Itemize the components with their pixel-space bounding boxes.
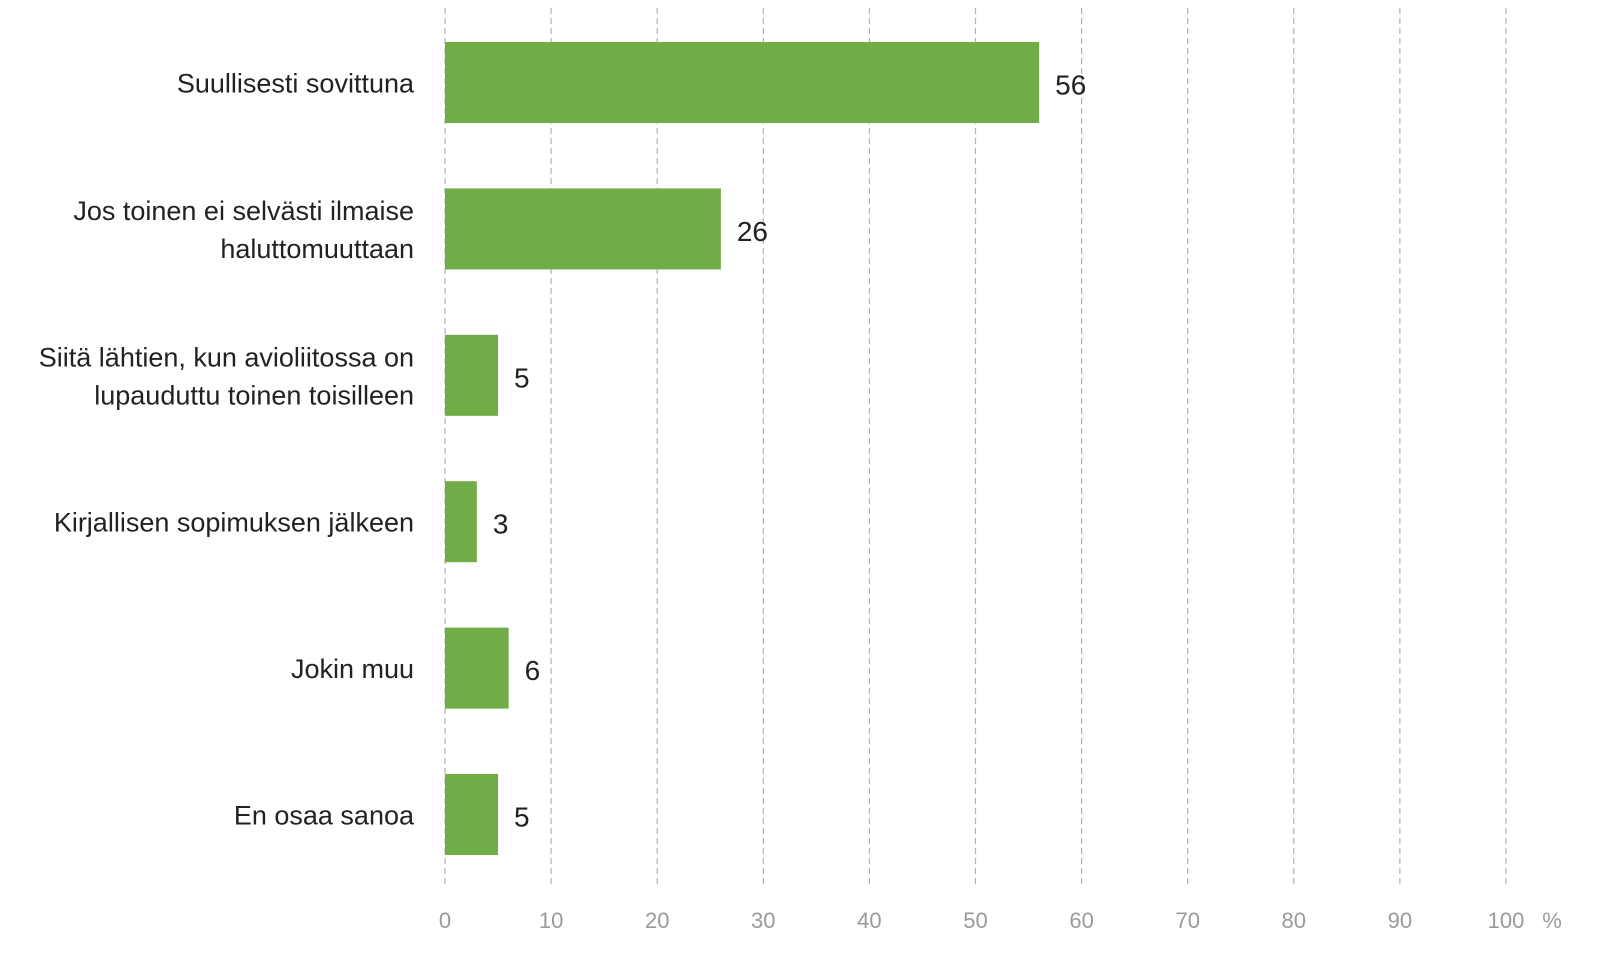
category-label: Suullisesti sovittuna <box>177 69 415 99</box>
x-tick-label: 10 <box>539 908 563 933</box>
category-label: haluttomuuttaan <box>220 234 414 264</box>
data-label: 26 <box>737 216 768 247</box>
category-label: Kirjallisen sopimuksen jälkeen <box>54 508 414 538</box>
bar <box>445 481 477 563</box>
data-labels: 56 26 5 3 6 5 <box>493 70 1086 833</box>
data-label: 3 <box>493 509 509 540</box>
data-label: 6 <box>525 655 541 686</box>
bar <box>445 627 509 709</box>
bar <box>445 774 499 855</box>
x-tick-label: 50 <box>963 908 987 933</box>
data-label: 5 <box>514 802 530 833</box>
bar <box>445 188 721 270</box>
bar <box>445 334 499 416</box>
category-label: Jos toinen ei selvästi ilmaise <box>73 196 414 226</box>
x-tick-label: 0 <box>439 908 451 933</box>
x-tick-label: 90 <box>1388 908 1412 933</box>
category-labels: Suullisesti sovittuna Jos toinen ei selvä… <box>39 69 415 831</box>
x-tick-label: 30 <box>751 908 775 933</box>
x-tick-label: 60 <box>1069 908 1093 933</box>
x-tick-label: 100 <box>1488 908 1525 933</box>
data-label: 56 <box>1055 70 1086 101</box>
category-label: lupauduttu toinen toisilleen <box>94 380 414 410</box>
bar <box>445 42 1040 123</box>
x-axis-ticks: 0 10 20 30 40 50 60 70 80 90 100% <box>439 908 1562 933</box>
x-tick-label: 40 <box>857 908 881 933</box>
grid-lines <box>444 8 1507 888</box>
category-label: En osaa sanoa <box>234 801 415 831</box>
data-label: 5 <box>514 362 530 393</box>
category-label: Jokin muu <box>291 654 414 684</box>
x-tick-label: 20 <box>645 908 669 933</box>
x-tick-label: 70 <box>1175 908 1199 933</box>
x-axis-unit: % <box>1542 908 1562 933</box>
category-label: Siitä lähtien, kun avioliitossa on <box>39 342 414 372</box>
bars <box>445 42 1040 855</box>
x-tick-label: 80 <box>1282 908 1306 933</box>
